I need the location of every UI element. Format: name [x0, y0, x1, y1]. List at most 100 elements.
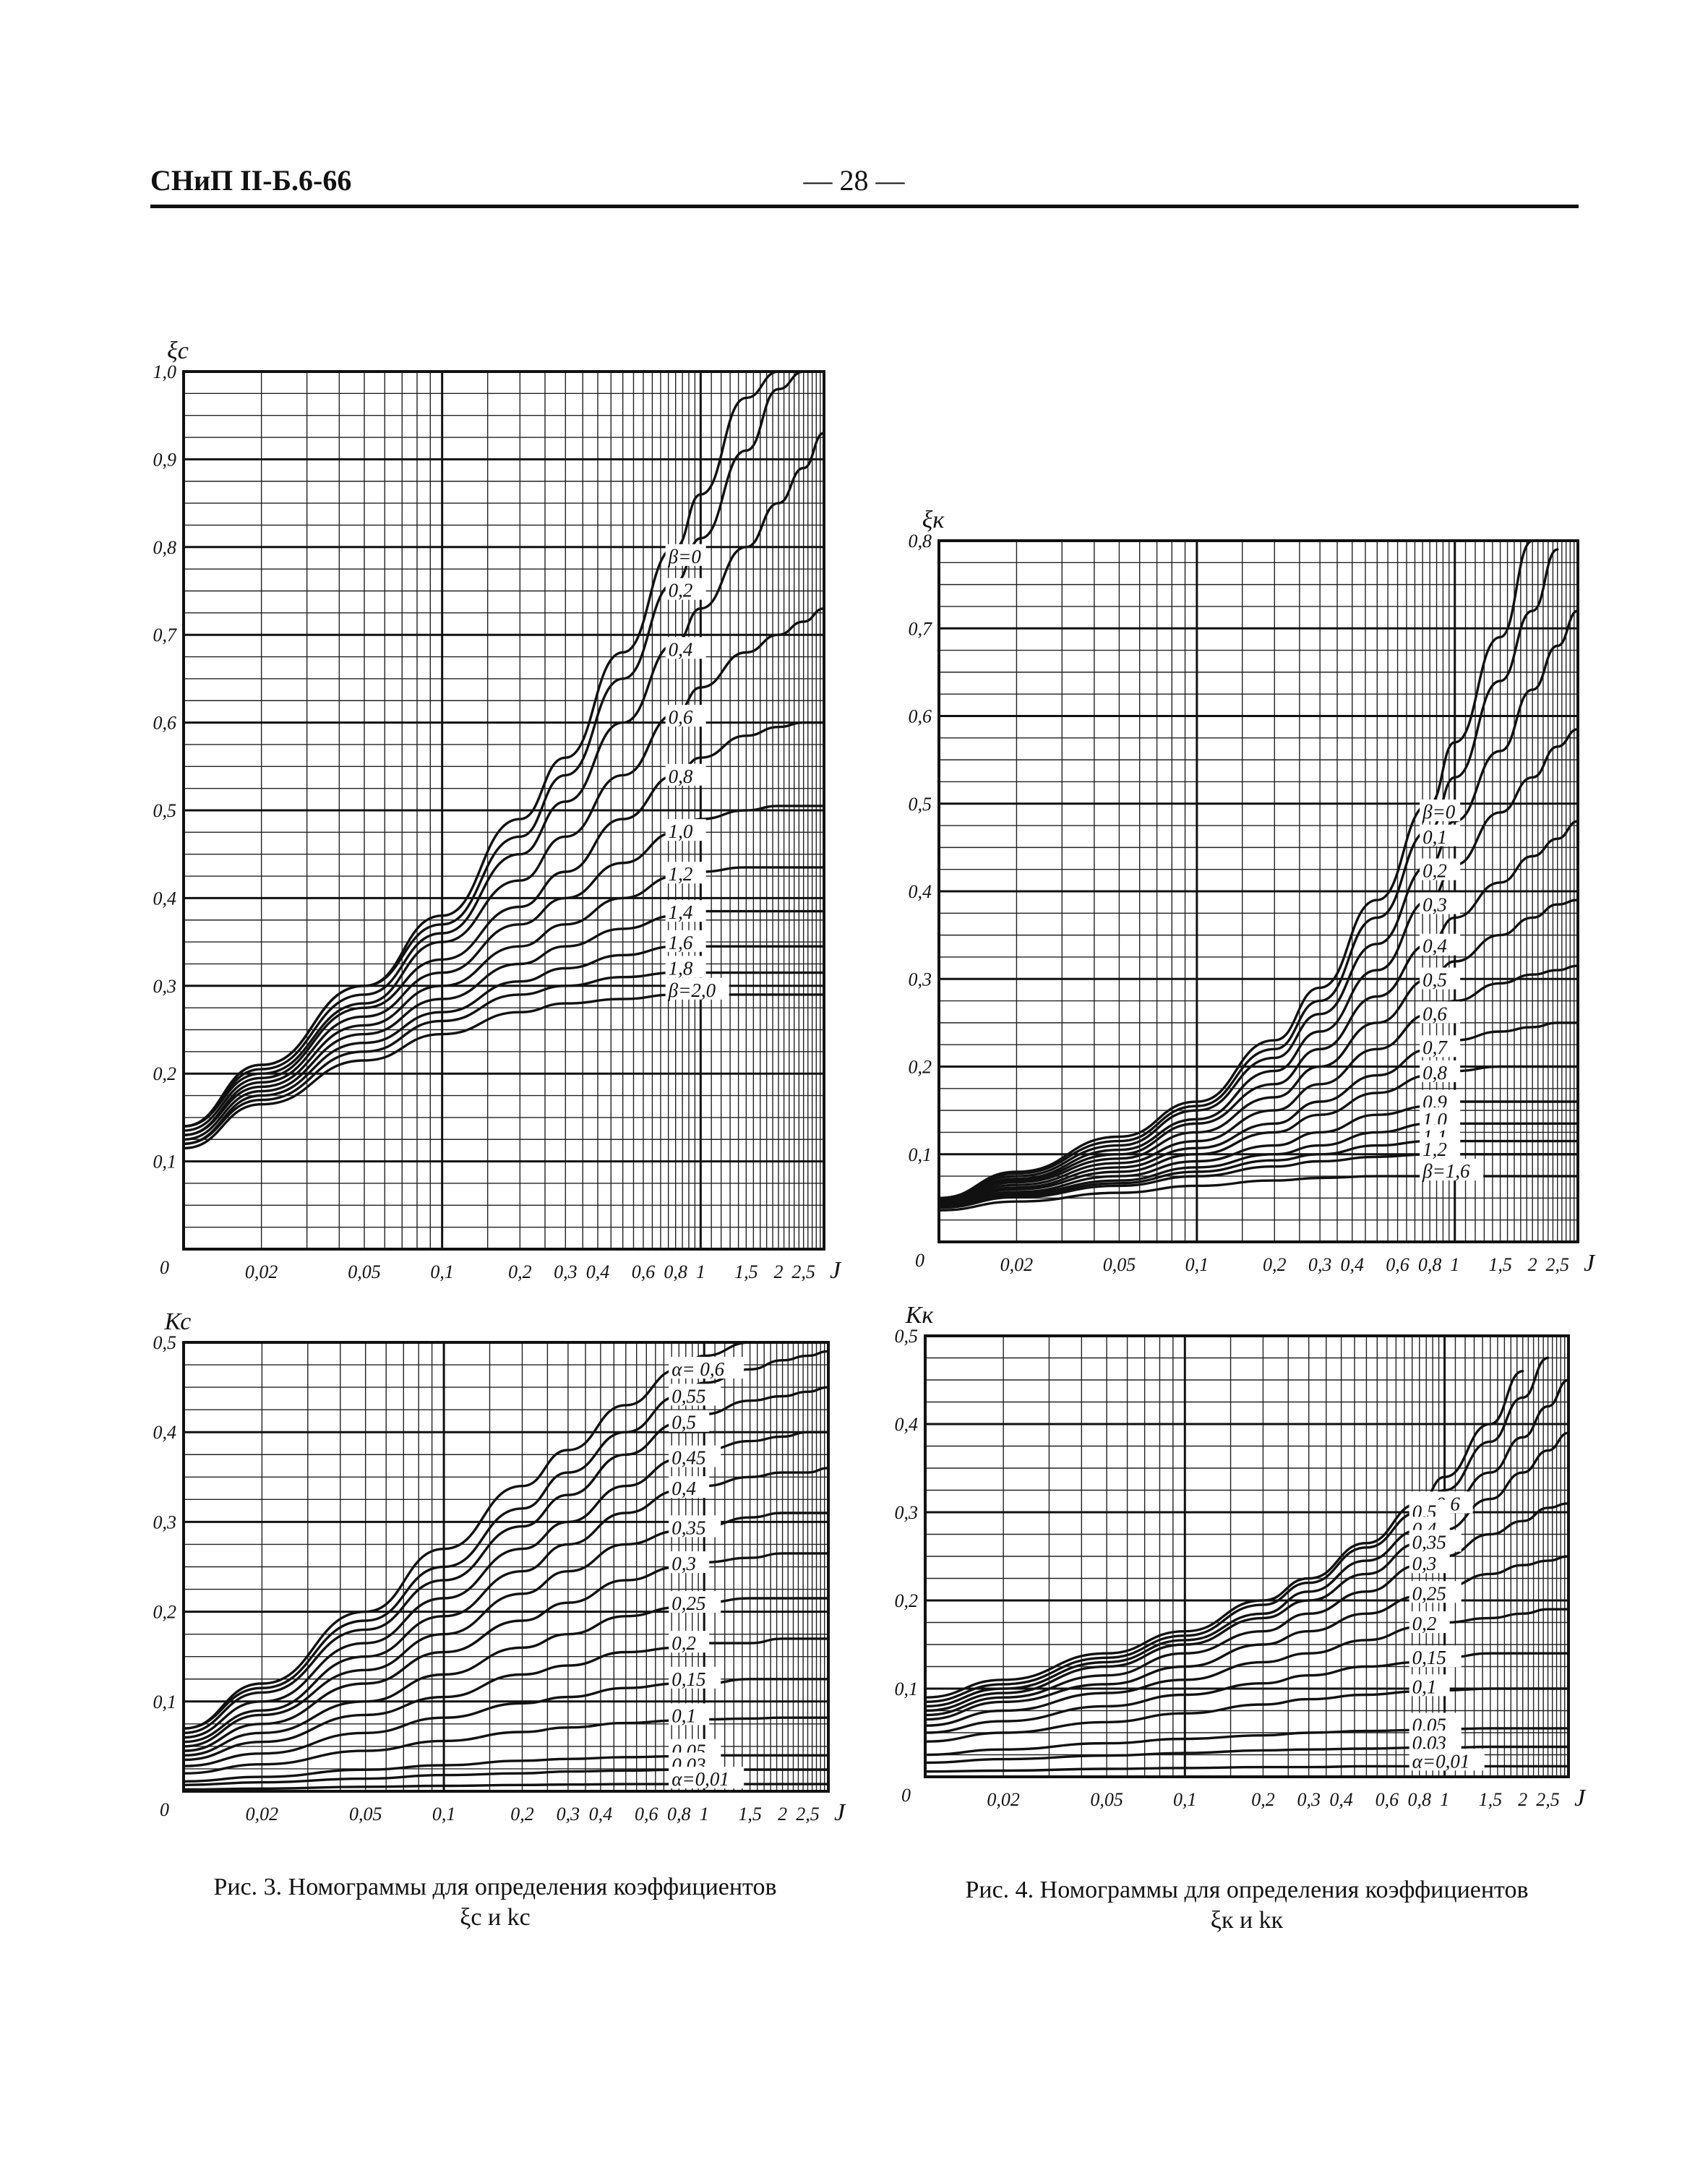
curve-β=0 [937, 539, 1534, 1243]
curve-0,1 [924, 1687, 1570, 1778]
y-tick-label: 0,9 [153, 449, 177, 470]
x-tick-label: 1,5 [1479, 1789, 1503, 1810]
curve-0,3 [182, 1552, 830, 1793]
curve-1,0 [182, 805, 825, 1251]
curve-0,6 [182, 607, 825, 1251]
figure-4-caption: Рис. 4. Номограммы для определения коэфф… [867, 1875, 1626, 1936]
curve-0,15 [182, 1678, 830, 1793]
curve-label-bg [665, 578, 706, 600]
curve-label: α= 0,6 [671, 1358, 724, 1380]
curve-label: 0,1 [1422, 826, 1447, 848]
curve-label: β=0 [1422, 801, 1456, 823]
curve-label: 1,0 [669, 820, 693, 842]
curve-label-bg [669, 1631, 710, 1653]
curve-label: 0,55 [671, 1385, 705, 1407]
y-tick-label: 0,3 [909, 969, 932, 990]
curve-label: 0,2 [671, 1632, 696, 1654]
curve-0,5 [937, 899, 1579, 1243]
curve-0,2 [182, 370, 805, 1251]
curve-label-bg [665, 544, 706, 566]
curve-label: 0,35 [1412, 1532, 1446, 1553]
x-tick-label: 0,6 [1386, 1254, 1409, 1275]
x-tick-label: 0,2 [508, 1261, 532, 1282]
y-tick-label: 0,2 [153, 1063, 177, 1084]
x-tick-label: 1,5 [734, 1261, 758, 1282]
x-tick-label: 0,4 [586, 1261, 610, 1282]
curve-label-bg [669, 1410, 710, 1432]
curve-0,03 [182, 1768, 830, 1793]
curve-label: 0,6 [1422, 1003, 1447, 1024]
curve-α=0,01 [182, 1783, 830, 1793]
curve-label-bg [665, 900, 706, 922]
curve-β=2,0 [182, 993, 825, 1251]
curve-label-bg [669, 1357, 744, 1379]
y-axis-title: ξс [167, 338, 189, 364]
curve-0,2 [924, 1608, 1570, 1778]
curve-0,1 [182, 1716, 830, 1793]
curve-label: 0,25 [671, 1592, 705, 1614]
curve-label: 0,4 [1422, 935, 1447, 957]
figure-4-caption-line2: ξк и kк [1210, 1907, 1284, 1934]
curve-0,35 [924, 1431, 1570, 1778]
curve-label: 1,8 [669, 957, 693, 979]
x-tick-label: 2,5 [1545, 1254, 1569, 1275]
x-tick-label: 0,8 [1408, 1789, 1432, 1810]
x-tick-label: 0,2 [1263, 1254, 1287, 1275]
curve-label: 0,2 [1412, 1613, 1437, 1634]
curve-label-bg [665, 956, 706, 978]
y-tick-label: 0,4 [895, 1414, 919, 1435]
document-code: СНиП II-Б.6-66 [150, 164, 352, 197]
x-axis-title: J [1574, 1785, 1587, 1812]
curve-0,4 [924, 1379, 1570, 1778]
x-tick-label: 2 [1518, 1789, 1527, 1810]
x-tick-label: 2 [774, 1261, 784, 1282]
y-tick-label: 0,8 [909, 531, 932, 552]
curve-label-bg [1420, 1137, 1461, 1159]
curve-label-bg [1409, 1674, 1450, 1697]
curve-0,5 [924, 1356, 1550, 1778]
y-tick-label: 0,2 [153, 1602, 177, 1623]
curve-label: 0,6 [669, 706, 693, 728]
x-tick-label: 0,8 [667, 1804, 691, 1825]
curves [924, 1356, 1570, 1778]
x-tick-label: 0,8 [664, 1261, 687, 1282]
curve-0,6 [937, 964, 1579, 1243]
curve-label-bg [1420, 933, 1461, 956]
curve-label: 0,45 [671, 1447, 705, 1469]
curve-label: 1,2 [1422, 1139, 1447, 1160]
curve-label-bg [1420, 799, 1461, 822]
curve-label-bg [1409, 1611, 1450, 1634]
curve-label-bg [669, 1703, 710, 1725]
x-axis-title: J [830, 1257, 842, 1284]
x-tick-label: 2,5 [1536, 1789, 1560, 1810]
y-tick-label: 0,7 [153, 625, 178, 646]
curve-label: 0,1 [1412, 1676, 1437, 1697]
curve-0,25 [924, 1555, 1570, 1778]
curve-label-bg [669, 1476, 710, 1499]
curve-label: 0,1 [671, 1705, 696, 1726]
curve-0,05 [924, 1727, 1570, 1778]
curve-label: β=1,6 [1422, 1160, 1470, 1182]
y-tick-label: 0,2 [895, 1590, 919, 1611]
x-tick-label: 0,3 [1308, 1254, 1332, 1275]
curve-label: 0,7 [1422, 1037, 1448, 1058]
x-tick-label: 0,6 [635, 1804, 658, 1825]
curve-0,45 [182, 1431, 830, 1793]
curve-0,3 [937, 728, 1579, 1243]
y-tick-label: 0,3 [153, 1512, 177, 1532]
curve-0,3 [924, 1502, 1570, 1778]
x-tick-label: 2 [778, 1804, 787, 1825]
curve-label-bg [1409, 1645, 1462, 1668]
curve-label: β=0 [668, 546, 702, 567]
curves [182, 370, 825, 1251]
curve-0,2 [937, 609, 1579, 1243]
chart-k_c: 0,02 0,05 0,1 0,2 0,3 0,4 0,6 0,8 1 1,5 2 2,5 0,1 0,2… [153, 1308, 847, 1826]
curve-0,8 [937, 1065, 1579, 1243]
curve-1,4 [182, 909, 825, 1251]
y-tick-label: 0,7 [909, 618, 933, 639]
curve-label: 0,8 [1422, 1062, 1447, 1084]
curve-1,1 [937, 1139, 1579, 1243]
x-tick-label: 0,1 [432, 1804, 456, 1825]
y-tick-label: 0,1 [895, 1678, 919, 1699]
